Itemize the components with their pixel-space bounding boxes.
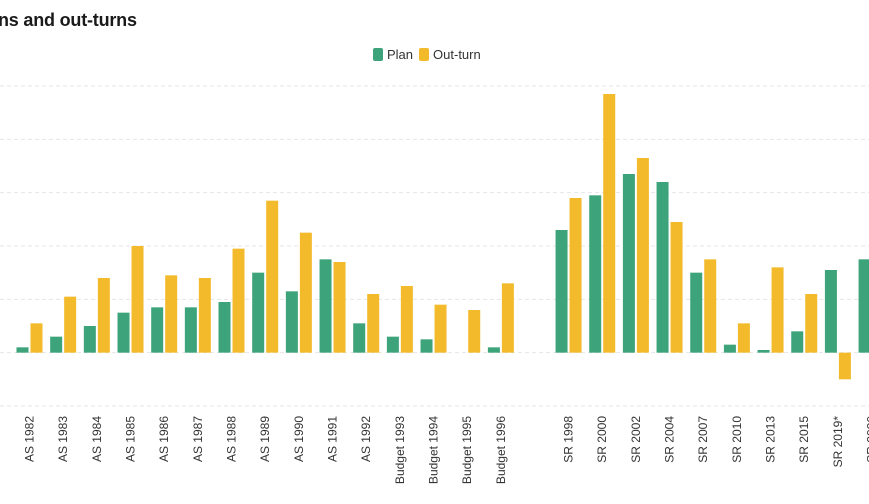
x-tick-label: AS 1988	[225, 416, 239, 462]
bar-plan-as-1992[interactable]	[353, 323, 366, 353]
bar-outturn-as-1985[interactable]	[131, 246, 144, 353]
x-tick-label: AS 1992	[359, 416, 373, 462]
x-tick-label: SR 2020	[865, 416, 869, 463]
bar-plan-as-1983[interactable]	[50, 336, 63, 353]
bar-plan-budget-1996[interactable]	[487, 347, 500, 353]
bar-outturn-budget-1995[interactable]	[468, 310, 481, 353]
bar-outturn-as-1986[interactable]	[165, 275, 178, 353]
x-tick-label: AS 1986	[157, 416, 171, 462]
bar-outturn-sr-1998[interactable]	[569, 198, 582, 353]
bar-plan-budget-1993[interactable]	[386, 336, 399, 353]
bar-plan-sr-2015[interactable]	[791, 331, 804, 353]
bar-outturn-budget-1994[interactable]	[434, 304, 447, 353]
chart-title: ns and out-turns	[0, 10, 137, 30]
x-tick-label: SR 2002	[629, 416, 643, 463]
x-tick-label: SR 2004	[663, 416, 677, 463]
bar-outturn-sr-2010[interactable]	[737, 323, 750, 353]
bar-plan-sr-2002[interactable]	[622, 174, 635, 353]
bar-plan-as-1982[interactable]	[16, 347, 29, 353]
bar-outturn-sr-2000[interactable]	[603, 94, 616, 353]
x-tick-label: SR 2019*	[831, 416, 845, 468]
x-tick-label: SR 1998	[562, 416, 576, 463]
x-tick-label: SR 2007	[696, 416, 710, 463]
x-tick-label: Budget 1993	[393, 416, 407, 484]
bar-plan-as-1986[interactable]	[151, 307, 164, 353]
bar-outturn-as-1992[interactable]	[367, 294, 380, 353]
bar-plan-sr-2000[interactable]	[589, 195, 602, 353]
legend-swatch-plan	[373, 48, 383, 61]
bar-plan-as-1989[interactable]	[252, 272, 265, 353]
bar-plan-as-1988[interactable]	[218, 302, 231, 353]
bar-plan-as-1985[interactable]	[117, 312, 130, 353]
bar-outturn-as-1984[interactable]	[97, 278, 110, 353]
bar-plan-as-1984[interactable]	[83, 326, 96, 353]
bar-plan-sr-2007[interactable]	[690, 272, 703, 353]
x-tick-label: AS 1983	[56, 416, 70, 462]
bar-plan-sr-2019-[interactable]	[824, 270, 837, 353]
bar-outturn-as-1990[interactable]	[299, 232, 312, 353]
bar-plan-budget-1994[interactable]	[420, 339, 433, 353]
bar-outturn-as-1982[interactable]	[30, 323, 43, 353]
bar-plan-as-1987[interactable]	[184, 307, 197, 353]
x-tick-label: SR 2000	[595, 416, 609, 463]
bar-plan-sr-2020[interactable]	[858, 259, 869, 353]
bar-outturn-sr-2004[interactable]	[670, 222, 683, 353]
bar-outturn-sr-2015[interactable]	[805, 294, 818, 353]
legend-item-outturn[interactable]: Out-turn	[419, 47, 481, 62]
bar-plan-sr-2013[interactable]	[757, 350, 770, 353]
x-tick-label: AS 1985	[124, 416, 138, 462]
bar-outturn-as-1988[interactable]	[232, 248, 245, 353]
bar-outturn-sr-2019-[interactable]	[838, 352, 851, 380]
legend-label-plan: Plan	[387, 47, 414, 62]
bar-outturn-as-1987[interactable]	[198, 278, 211, 353]
x-tick-label: AS 1984	[90, 416, 104, 462]
bar-outturn-sr-2002[interactable]	[636, 158, 649, 353]
legend-label-outturn: Out-turn	[433, 47, 481, 62]
x-tick-label: AS 1987	[191, 416, 205, 462]
bar-outturn-as-1989[interactable]	[266, 200, 279, 353]
x-tick-label: SR 2015	[797, 416, 811, 463]
bar-outturn-as-1983[interactable]	[64, 296, 77, 353]
x-tick-label: SR 2013	[764, 416, 778, 463]
bar-plan-as-1991[interactable]	[319, 259, 332, 353]
bar-plan-sr-2010[interactable]	[723, 344, 736, 353]
x-tick-label: Budget 1996	[494, 416, 508, 484]
bar-outturn-budget-1996[interactable]	[501, 283, 514, 353]
x-tick-label: AS 1982	[23, 416, 37, 462]
bar-outturn-as-1991[interactable]	[333, 262, 346, 353]
bar-outturn-sr-2007[interactable]	[704, 259, 717, 353]
bar-outturn-budget-1993[interactable]	[400, 286, 413, 353]
x-tick-label: Budget 1995	[460, 416, 474, 484]
legend-item-plan[interactable]: Plan	[373, 47, 413, 62]
bar-plan-sr-2004[interactable]	[656, 182, 669, 353]
x-tick-label: AS 1989	[258, 416, 272, 462]
x-tick-label: SR 2010	[730, 416, 744, 463]
legend-swatch-outturn	[419, 48, 430, 61]
chart-legend: Plan Out-turn	[373, 47, 487, 62]
bar-plan-as-1990[interactable]	[285, 291, 298, 353]
x-tick-label: Budget 1994	[427, 416, 441, 484]
bar-outturn-sr-2013[interactable]	[771, 267, 784, 353]
bar-plan-sr-1998[interactable]	[555, 230, 568, 353]
x-tick-label: AS 1990	[292, 416, 306, 462]
x-tick-label: AS 1991	[326, 416, 340, 462]
